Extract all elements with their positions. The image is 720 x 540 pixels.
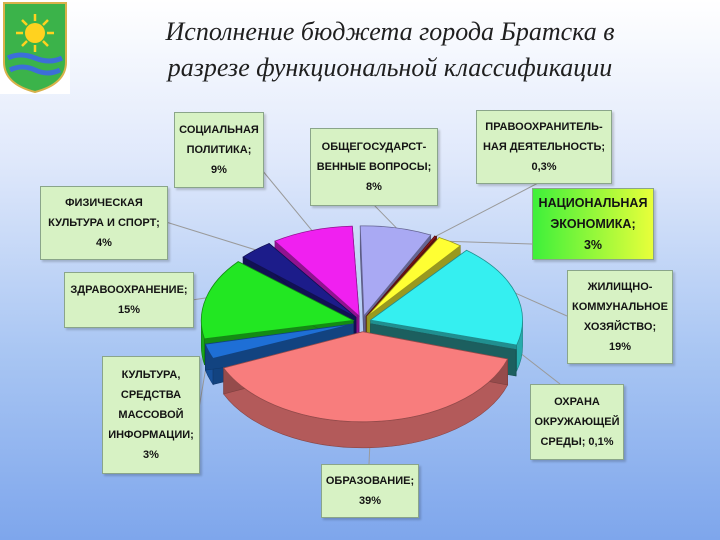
leader-line-7 (191, 297, 207, 301)
label-fiz-l3: 4% (96, 237, 112, 249)
label-nac-l3: 3% (583, 237, 603, 252)
label-zhkh-l1: ЖИЛИЩНО- (587, 281, 653, 293)
label-nac-l1: НАЦИОНАЛЬНАЯ (538, 195, 648, 210)
label-ohr-l3: СРЕДЫ; 0,1% (540, 436, 614, 448)
label-obrazovanie: ОБРАЗОВАНИЕ; 39% (321, 464, 419, 518)
label-soc-l3: 9% (211, 164, 227, 176)
label-fiz-l1: ФИЗИЧЕСКАЯ (65, 197, 143, 209)
label-soc-l2: ПОЛИТИКА; (186, 144, 252, 156)
label-soc-l1: СОЦИАЛЬНАЯ (179, 124, 259, 136)
label-obr-l1: ОБРАЗОВАНИЕ; (325, 475, 415, 487)
label-kult-l2: СРЕДСТВА (120, 389, 182, 401)
leader-line-3 (515, 292, 568, 317)
pie-slice-5 (222, 331, 509, 449)
label-zhkh-l2: КОММУНАЛЬНОЕ (572, 301, 668, 313)
label-kultura: КУЛЬТУРА, СРЕДСТВА МАССОВОЙ ИНФОРМАЦИИ; … (102, 356, 200, 474)
label-nac-ekonomika: НАЦИОНАЛЬНАЯ ЭКОНОМИКА; 3% (532, 188, 654, 260)
leader-line-9 (261, 169, 313, 231)
label-ohr-l1: ОХРАНА (554, 396, 600, 408)
label-fizkultura: ФИЗИЧЕСКАЯ КУЛЬТУРА И СПОРТ; 4% (40, 186, 168, 260)
label-obsheg-l1: ОБЩЕГОСУДАРСТ- (321, 141, 427, 153)
label-zdrav-l2: 15% (117, 304, 141, 316)
leader-line-4 (515, 349, 561, 385)
label-pravo: ПРАВООХРАНИТЕЛЬ- НАЯ ДЕЯТЕЛЬНОСТЬ; 0,3% (476, 110, 612, 184)
label-ohrana: ОХРАНА ОКРУЖАЮЩЕЙ СРЕДЫ; 0,1% (530, 384, 624, 460)
label-pravo-l2: НАЯ ДЕЯТЕЛЬНОСТЬ; (482, 141, 606, 153)
label-zhkh-l3: ХОЗЯЙСТВО; (583, 321, 657, 333)
label-pravo-l3: 0,3% (531, 161, 557, 173)
label-obr-l2: 39% (358, 495, 382, 507)
label-fiz-l2: КУЛЬТУРА И СПОРТ; (48, 217, 160, 229)
label-ohr-l2: ОКРУЖАЮЩЕЙ (534, 416, 620, 428)
page-title: Исполнение бюджета города Братска в разр… (80, 14, 700, 86)
leader-line-2 (449, 240, 533, 245)
leader-line-1 (435, 181, 541, 237)
label-zhkh: ЖИЛИЩНО- КОММУНАЛЬНОЕ ХОЗЯЙСТВО; 19% (567, 270, 673, 364)
label-zhkh-l4: 19% (608, 341, 632, 353)
leader-line-0 (372, 203, 397, 229)
bratsk-crest-icon (0, 0, 70, 94)
title-line-1: Исполнение бюджета города Братска в (165, 17, 615, 46)
label-zdravoohranenie: ЗДРАВООХРАНЕНИЕ; 15% (64, 272, 194, 328)
label-pravo-l1: ПРАВООХРАНИТЕЛЬ- (485, 121, 603, 133)
label-nac-l2: ЭКОНОМИКА; (550, 216, 636, 231)
label-soc-politika: СОЦИАЛЬНАЯ ПОЛИТИКА; 9% (174, 112, 264, 188)
label-zdrav-l1: ЗДРАВООХРАНЕНИЕ; (70, 284, 188, 296)
title-line-2: разрезе функциональной классификации (167, 53, 613, 82)
label-obsheg-l3: 8% (366, 181, 382, 193)
label-kult-l4: ИНФОРМАЦИИ; (108, 429, 194, 441)
label-kult-l5: 3% (143, 449, 159, 461)
leader-line-8 (165, 221, 256, 251)
label-kult-l1: КУЛЬТУРА, (121, 369, 181, 381)
label-obsheg: ОБЩЕГОСУДАРСТ- ВЕННЫЕ ВОПРОСЫ; 8% (310, 128, 438, 206)
label-obsheg-l2: ВЕННЫЕ ВОПРОСЫ; (316, 161, 432, 173)
label-kult-l3: МАССОВОЙ (118, 409, 184, 421)
